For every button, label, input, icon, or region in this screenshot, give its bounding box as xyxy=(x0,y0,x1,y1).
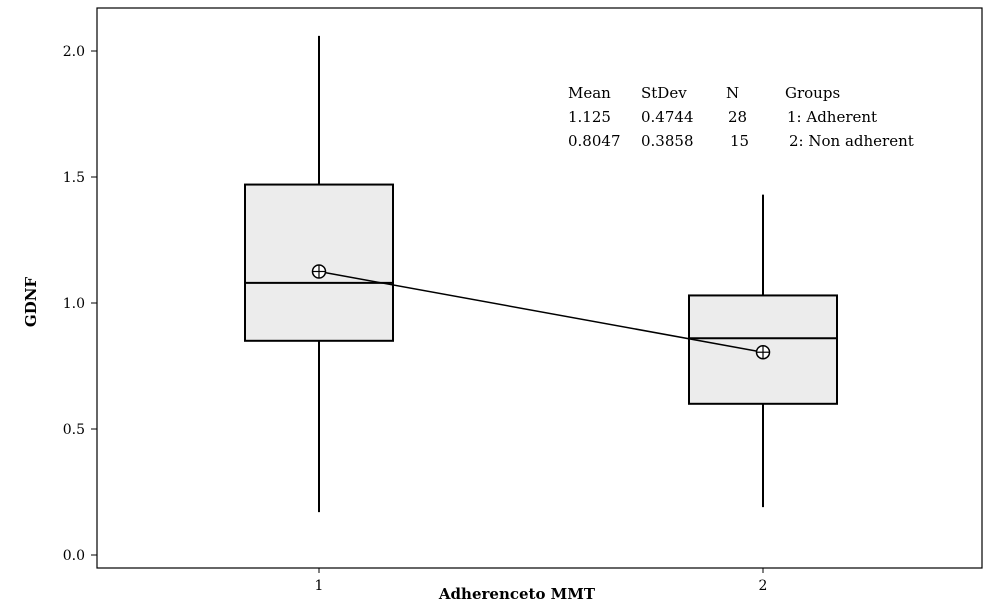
x-tick-label: 2 xyxy=(759,578,768,594)
stats-cell: 28 xyxy=(728,108,747,126)
stats-cell: 15 xyxy=(730,132,749,150)
y-tick-label: 2.0 xyxy=(63,44,85,60)
mean-line xyxy=(318,270,764,353)
box-group xyxy=(688,194,838,508)
stats-header: N xyxy=(726,84,739,102)
x-tick-label: 1 xyxy=(315,578,324,594)
stats-cell: 2: Non adherent xyxy=(789,132,914,150)
mean-connector xyxy=(311,264,771,360)
stats-cell: 0.3858 xyxy=(641,132,694,150)
stats-table: Mean StDev N Groups 1.125 0.4744 28 1: Adherent… xyxy=(568,84,914,150)
y-tick-label: 1.0 xyxy=(63,296,85,312)
stats-header: StDev xyxy=(641,84,687,102)
y-axis: 0.0 0.5 1.0 1.5 2.0 xyxy=(63,44,97,564)
stats-header: Mean xyxy=(568,84,611,102)
mean-marker xyxy=(755,344,771,360)
stats-cell: 0.4744 xyxy=(641,108,694,126)
y-axis-title: GDNF xyxy=(22,277,40,328)
y-tick-label: 1.5 xyxy=(63,170,85,186)
mean-marker xyxy=(311,264,327,279)
box xyxy=(244,183,394,342)
stats-cell: 1: Adherent xyxy=(787,108,877,126)
x-axis-title: Adherenceto MMT xyxy=(438,585,596,603)
y-tick-label: 0.0 xyxy=(63,548,85,564)
stats-header: Groups xyxy=(785,84,840,102)
stats-cell: 1.125 xyxy=(568,108,611,126)
stats-cell: 0.8047 xyxy=(568,132,621,150)
y-tick-label: 0.5 xyxy=(63,422,85,438)
plot-frame xyxy=(96,7,983,569)
box-group xyxy=(244,35,394,513)
box-series xyxy=(244,35,838,513)
